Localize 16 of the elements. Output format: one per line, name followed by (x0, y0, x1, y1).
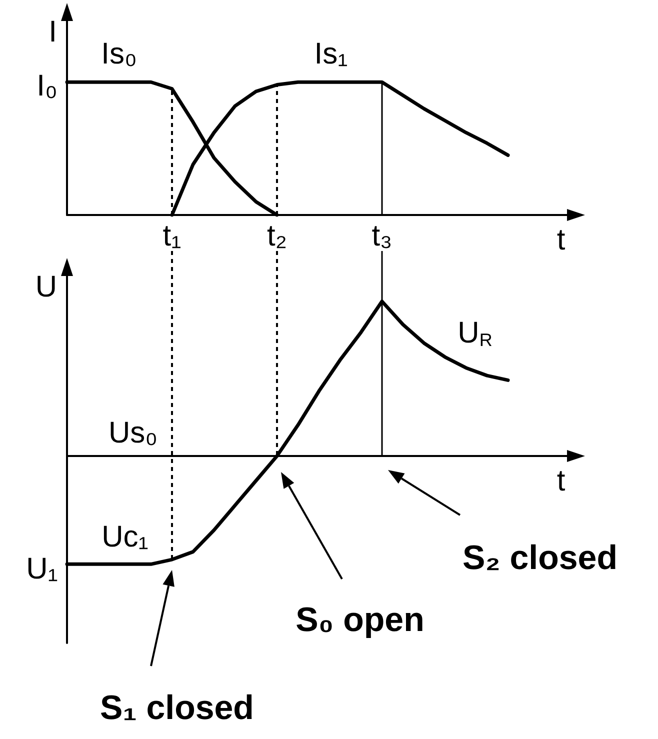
x-axis-title: t (556, 224, 566, 256)
x-tick-label: t₃ (372, 220, 392, 252)
text: I₀ (36, 70, 58, 102)
series-label: Is₁ (314, 38, 348, 71)
x-axis-title: t (556, 464, 566, 498)
x-tick-label: t₁ (162, 220, 182, 252)
y-axis-title: U (35, 270, 57, 304)
annotation: Uc₁ (102, 520, 148, 554)
y-axis-title: I (48, 16, 57, 48)
text: S₀ open (296, 601, 424, 639)
x-tick-label: t₂ (267, 220, 287, 252)
text: S₁ closed (100, 689, 254, 727)
series-label: Is₀ (101, 38, 137, 71)
text: U₁ (26, 552, 58, 586)
annotation: S₂ closed (462, 539, 618, 577)
annotation: Us₀ (108, 416, 158, 450)
